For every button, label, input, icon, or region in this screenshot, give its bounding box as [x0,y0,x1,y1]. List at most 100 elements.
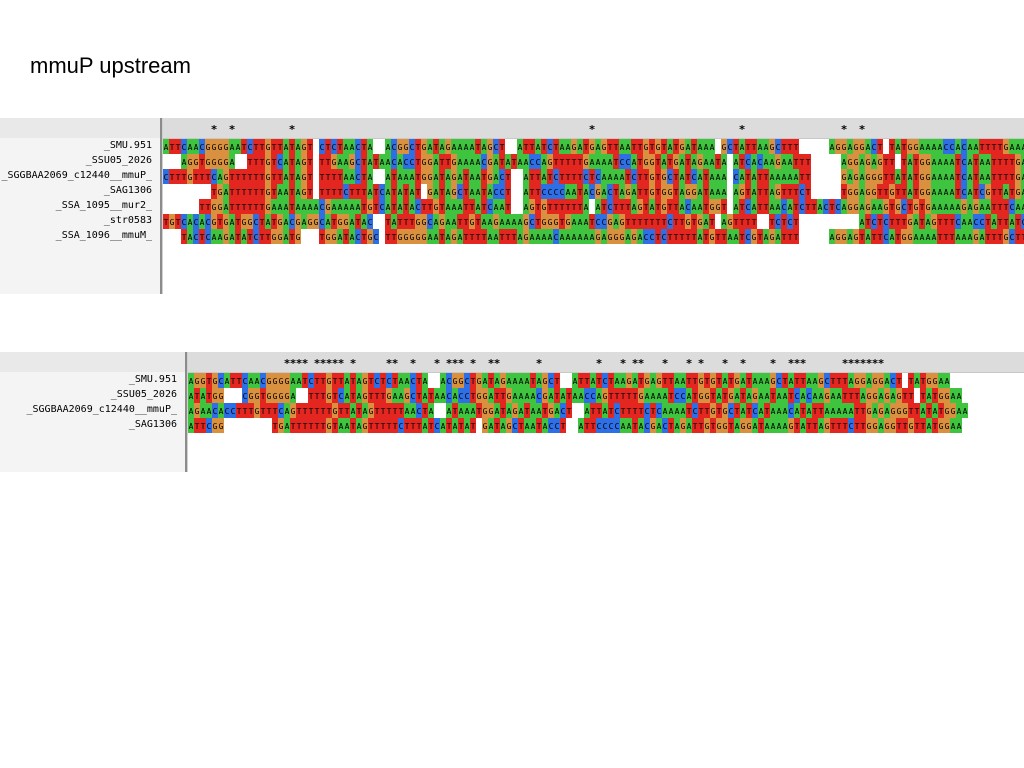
base-letter: T [782,233,787,242]
base-cell [301,169,307,184]
sequence-name[interactable]: _str0583 [103,215,152,226]
base-cell [356,418,362,433]
base-letter: T [884,158,889,167]
base-letter: T [369,377,374,386]
base-letter: T [614,188,619,197]
sequence-name[interactable]: _SSA_1096__mmuM_ [55,230,152,241]
base-letter: T [998,233,1003,242]
base-cell [889,214,895,229]
sequence-name[interactable]: _SAG1306 [103,185,152,196]
sequence-name[interactable]: _SGGBAA2069_c12440__mmuP_ [26,404,177,415]
conservation-star: * [842,357,849,370]
base-cell [260,403,266,418]
sequence-name[interactable]: _SMU.951 [103,140,152,151]
base-cell [278,388,284,403]
base-cell [686,388,692,403]
base-cell [397,199,403,214]
base-letter: C [368,218,373,227]
base-letter: T [992,203,997,212]
base-cell [554,373,560,388]
base-cell [865,229,871,244]
sequence-name[interactable]: _SSA_1095__mur2_ [55,200,152,211]
base-letter: T [806,203,811,212]
base-cell [655,229,661,244]
sequence-area[interactable]: * * * * * * * * * * * * * * * * * * * * * * * * * * * * * * * * * * * * * * * *… [188,352,1024,472]
base-cell [644,388,650,403]
base-cell [631,139,637,154]
base-letter: T [482,233,487,242]
base-letter: C [902,203,907,212]
base-cell [199,154,205,169]
base-cell [823,139,829,154]
base-cell [740,403,746,418]
base-letter: T [440,233,445,242]
base-cell [320,388,326,403]
base-cell [517,169,523,184]
base-cell [241,169,247,184]
base-cell [878,373,884,388]
base-letter: T [176,218,181,227]
sequence-name[interactable]: _SAG1306 [128,419,177,430]
base-cell [632,403,638,418]
base-letter: G [267,392,272,401]
base-letter: A [453,422,458,431]
base-cell [355,154,361,169]
base-cell [577,214,583,229]
base-letter: A [914,233,919,242]
base-cell [194,418,200,433]
conservation-star: * [458,357,465,370]
base-cell [901,154,907,169]
sequence-name[interactable]: _SSU05_2026 [110,389,177,400]
sequence-name[interactable]: _SSU05_2026 [85,155,152,166]
base-letter: A [399,377,404,386]
sequence-name[interactable]: _SMU.951 [128,374,177,385]
base-cell [517,184,523,199]
base-cell [325,229,331,244]
base-letter: T [674,218,679,227]
base-letter: T [1010,173,1015,182]
base-cell [799,214,805,229]
base-letter: T [650,143,655,152]
base-letter: A [1022,188,1024,197]
base-letter: A [879,392,884,401]
base-letter: A [386,143,391,152]
sequence-name[interactable]: _SGGBAA2069_c12440__mmuP_ [1,170,152,181]
base-letter: G [872,173,877,182]
base-cell [937,214,943,229]
base-letter: G [266,173,271,182]
base-cell [284,373,290,388]
base-letter: G [542,203,547,212]
base-letter: G [416,233,421,242]
alignment-view[interactable]: _SMU.951 _SSU05_2026 _SGGBAA2069_c12440_… [0,118,1024,294]
base-letter: C [789,407,794,416]
base-cell [349,184,355,199]
alignment-view[interactable]: _SMU.951 _SSU05_2026 _SGGBAA2069_c12440_… [0,352,1024,472]
base-cell [691,169,697,184]
base-letter: A [362,218,367,227]
base-cell [367,139,373,154]
base-cell [338,373,344,388]
